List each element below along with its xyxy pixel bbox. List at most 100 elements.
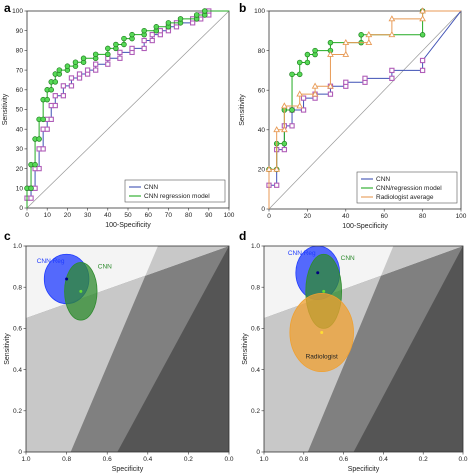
reference-diagonal: [268, 10, 462, 210]
data-point: [327, 91, 334, 97]
data-point: [149, 37, 155, 44]
y-tick-label: 0.8: [251, 284, 260, 291]
data-point: [68, 75, 75, 81]
ellipse-label: CNN Reg: [288, 250, 316, 257]
y-tick-label: 0: [261, 206, 265, 213]
point-estimate: [316, 271, 320, 275]
data-point: [281, 140, 288, 147]
data-point: [105, 51, 111, 58]
roc-panel-b: 0 20 40 60 80 100 0 20 40 60 80 100 100-Specificity S…: [239, 7, 467, 230]
data-point: [92, 51, 99, 58]
y-tick-label: 0.6: [251, 326, 260, 333]
x-tick-label: 100: [456, 213, 467, 220]
panel-letter-b: b: [239, 1, 246, 15]
x-tick-label: 0.6: [103, 456, 112, 463]
ellipse-label: Radiologist: [306, 354, 338, 361]
data-point: [365, 38, 373, 46]
data-point: [280, 102, 288, 109]
data-point: [52, 93, 58, 99]
legend: CNN CNN/regression model Radiologist avera…: [356, 171, 458, 204]
data-point: [296, 102, 304, 109]
x-tick-label: 1.0: [259, 456, 268, 463]
x-tick-label: 10: [44, 212, 52, 219]
y-tick-label: 60: [258, 87, 266, 94]
data-point: [327, 50, 334, 57]
data-point: [193, 12, 200, 18]
data-point: [274, 182, 280, 188]
data-point: [48, 87, 54, 93]
x-tick-label: 1.0: [21, 456, 30, 463]
x-axis-label: Specificity: [348, 466, 380, 473]
x-tick-label: 70: [165, 212, 173, 219]
data-point: [289, 107, 295, 113]
ellipse-label: CNN: [98, 263, 112, 270]
light-gray-region: [26, 246, 229, 452]
data-point: [388, 31, 396, 38]
point-estimate: [79, 289, 83, 293]
data-point: [327, 82, 334, 89]
y-tick-label: 40: [258, 127, 266, 134]
data-point: [289, 123, 295, 129]
sroc-panel-c: CNN Reg CNN 1.0 0.8 0.6 0.4 0.2 0.0 0 0.2 0.4 0.6 0.…: [4, 243, 234, 473]
data-point: [129, 45, 135, 52]
x-tick-label: 0.4: [143, 456, 152, 463]
point-estimate: [65, 277, 69, 281]
x-tick-label: 90: [205, 212, 213, 219]
x-tick-label: 80: [185, 212, 193, 219]
data-point: [76, 71, 83, 77]
data-point: [311, 82, 319, 89]
y-tick-label: 0.6: [13, 326, 22, 333]
panel-letter-c: c: [4, 229, 11, 243]
data-point: [141, 45, 147, 52]
point-estimate: [322, 289, 326, 293]
y-tick-label: 0.4: [13, 367, 22, 374]
y-tick-label: 90: [16, 28, 24, 35]
x-tick-label: 0: [25, 212, 29, 219]
data-point: [419, 7, 426, 14]
data-point: [300, 107, 307, 113]
legend-entry: CNN/regression model: [376, 185, 442, 192]
data-point: [52, 79, 59, 85]
series-radiologist-average: [265, 7, 461, 209]
data-point: [117, 55, 123, 61]
data-point: [281, 146, 288, 153]
data-point: [389, 75, 395, 81]
x-tick-label: 0.2: [184, 456, 193, 463]
x-tick-label: 40: [104, 212, 112, 219]
data-point: [388, 15, 396, 22]
legend-box: [124, 179, 226, 203]
y-tick-label: 1.0: [251, 243, 260, 250]
data-point: [141, 37, 147, 44]
data-point: [105, 61, 111, 67]
data-point: [93, 67, 99, 73]
panel-letter-d: d: [239, 229, 246, 243]
x-tick-label: 40: [342, 213, 350, 220]
panel-letter-a: a: [4, 1, 11, 15]
data-point: [327, 39, 334, 46]
series-cnn-regression-model: [24, 8, 229, 208]
dark-gray-region: [117, 246, 229, 452]
y-tick-label: 0: [256, 449, 260, 456]
data-point: [365, 31, 373, 38]
data-point: [121, 35, 127, 42]
plot-area: [26, 246, 229, 452]
data-point: [44, 126, 50, 132]
x-tick-label: 100: [224, 212, 235, 219]
x-tick-label: 0.2: [419, 456, 428, 463]
x-tick-label: 50: [124, 212, 132, 219]
data-point: [312, 47, 318, 54]
data-point: [265, 165, 273, 172]
x-tick-label: 0.6: [339, 456, 348, 463]
data-point: [296, 59, 303, 66]
x-tick-label: 80: [419, 213, 427, 220]
x-axis-label: Specificity: [112, 466, 144, 473]
data-point: [129, 31, 135, 38]
data-point: [389, 67, 395, 74]
plot-frame: [25, 245, 230, 453]
legend-entry: Radiologist average: [376, 194, 434, 201]
plot-area: [264, 246, 463, 452]
data-point: [117, 49, 123, 56]
data-point: [60, 93, 67, 99]
legend-entry: CNN regression model: [144, 193, 210, 200]
